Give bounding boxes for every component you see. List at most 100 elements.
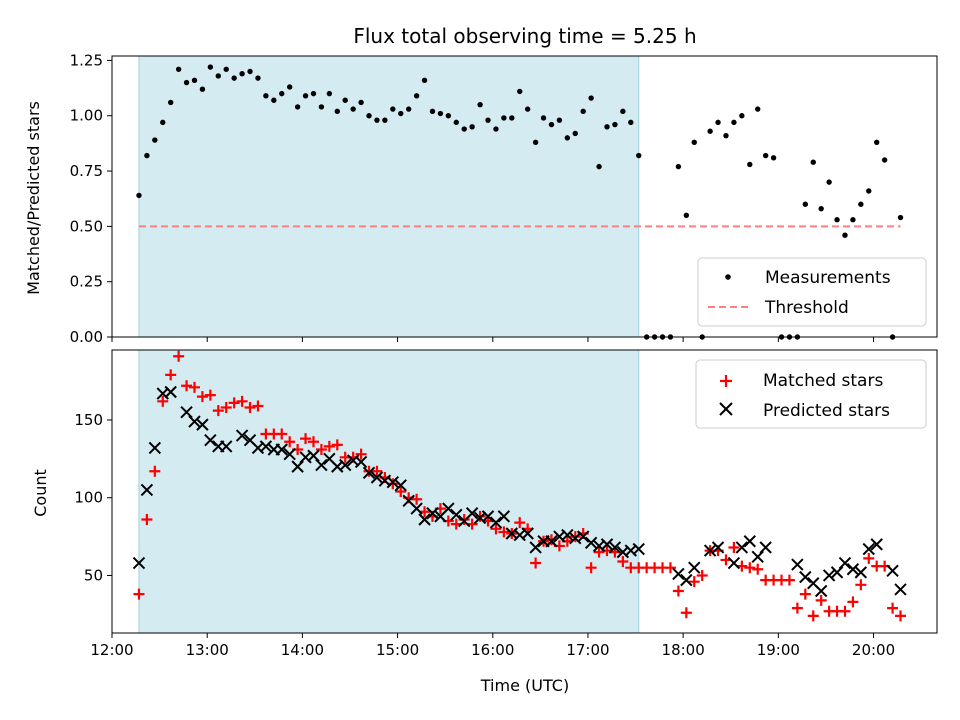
measurement-point bbox=[501, 115, 507, 121]
measurement-point bbox=[207, 64, 214, 70]
bottom-y-axis-label: Count bbox=[31, 469, 50, 517]
measurement-point bbox=[897, 214, 904, 221]
measurement-point bbox=[540, 115, 547, 121]
matched-star-point bbox=[895, 610, 907, 622]
measurement-point bbox=[691, 139, 697, 145]
measurement-point bbox=[231, 75, 237, 81]
matched-star-point bbox=[196, 391, 208, 403]
matched-star-point bbox=[887, 602, 899, 614]
measurement-point bbox=[604, 124, 610, 130]
measurement-point bbox=[762, 152, 769, 159]
measurement-point bbox=[596, 163, 602, 170]
matched-star-point bbox=[855, 579, 867, 591]
predicted-star-point bbox=[600, 538, 614, 551]
measurement-point bbox=[485, 117, 491, 123]
predicted-star-point bbox=[886, 564, 899, 578]
predicted-star-point bbox=[140, 483, 154, 497]
legend-matched-marker bbox=[720, 375, 732, 387]
measurement-point bbox=[874, 139, 880, 145]
measurement-point bbox=[755, 106, 761, 112]
measurement-point bbox=[731, 119, 737, 126]
matched-star-point bbox=[323, 440, 335, 452]
measurement-point bbox=[445, 113, 452, 119]
measurement-point bbox=[199, 86, 206, 92]
bottom-legend-box bbox=[695, 359, 927, 429]
measurement-point bbox=[136, 192, 142, 199]
chart-title: Flux total observing time = 5.25 h bbox=[353, 24, 696, 48]
measurement-point bbox=[144, 152, 150, 159]
measurement-point bbox=[374, 117, 380, 123]
measurement-point bbox=[556, 117, 563, 123]
predicted-star-point bbox=[386, 475, 400, 489]
measurement-point bbox=[826, 179, 832, 185]
top-x-ticks bbox=[111, 337, 875, 342]
x-tick-label: 17:00 bbox=[566, 641, 609, 659]
predicted-star-point bbox=[894, 583, 907, 596]
measurement-point bbox=[628, 119, 634, 126]
predicted-star-point bbox=[235, 429, 249, 442]
predicted-star-point bbox=[315, 458, 328, 472]
measurement-point bbox=[358, 99, 364, 106]
x-tick-label: 13:00 bbox=[186, 641, 229, 659]
x-axis-label: Time (UTC) bbox=[480, 676, 569, 695]
measurement-point bbox=[469, 124, 475, 130]
measurement-point bbox=[326, 90, 333, 97]
matched-star-point bbox=[863, 552, 875, 564]
predicted-star-point bbox=[394, 479, 407, 492]
predicted-star-point bbox=[862, 542, 875, 556]
bottom-axes-frame bbox=[111, 349, 938, 634]
y-tick-label: 0.75 bbox=[70, 162, 103, 180]
measurement-point bbox=[461, 126, 467, 132]
predicted-star-point bbox=[838, 556, 852, 570]
predicted-star-point bbox=[275, 443, 288, 456]
measurement-point bbox=[834, 217, 840, 223]
measurement-point bbox=[342, 97, 348, 103]
legend-measurements-marker bbox=[725, 274, 731, 280]
predicted-star-point bbox=[410, 502, 423, 515]
matched-star-point bbox=[173, 350, 185, 362]
matched-star-point bbox=[514, 517, 526, 529]
matched-star-point bbox=[189, 381, 200, 393]
measurement-point bbox=[294, 104, 301, 110]
measurement-point bbox=[175, 66, 182, 72]
measurement-point bbox=[866, 188, 872, 194]
measurement-point bbox=[636, 152, 642, 159]
measurement-point bbox=[405, 106, 412, 112]
measurement-point bbox=[350, 106, 356, 112]
predicted-star-point bbox=[703, 544, 717, 557]
matched-star-point bbox=[244, 402, 256, 414]
measurement-point bbox=[707, 128, 713, 134]
measurement-point bbox=[802, 201, 809, 207]
measurement-point bbox=[168, 99, 174, 106]
x-tick-label: 20:00 bbox=[852, 641, 895, 659]
legend-predicted-label: Predicted stars bbox=[763, 401, 890, 421]
measurement-point bbox=[271, 97, 277, 103]
bottom-legend: Matched stars Predicted stars bbox=[695, 359, 927, 429]
matched-star-point bbox=[395, 486, 407, 497]
matched-star-point bbox=[498, 526, 510, 538]
predicted-star-point bbox=[814, 584, 828, 598]
predicted-star-point bbox=[489, 516, 503, 529]
matched-star-point bbox=[371, 465, 383, 477]
top-legend-box bbox=[697, 257, 927, 327]
matched-star-point bbox=[204, 389, 216, 401]
predicted-star-point bbox=[220, 440, 233, 453]
matched-star-point bbox=[688, 576, 700, 588]
matched-star-point bbox=[355, 448, 367, 460]
x-tick-label: 18:00 bbox=[662, 641, 705, 659]
matched-star-point bbox=[680, 607, 692, 619]
measurement-point bbox=[421, 77, 428, 84]
predicted-star-point bbox=[680, 573, 693, 587]
measurement-point bbox=[493, 126, 499, 132]
y-tick-label: 0.00 bbox=[70, 328, 103, 346]
measurement-point bbox=[564, 135, 571, 141]
predicted-star-point bbox=[584, 536, 598, 550]
matched-star-point bbox=[315, 444, 327, 456]
matched-star-point bbox=[411, 493, 423, 505]
x-tick-label: 12:00 bbox=[90, 641, 133, 659]
predicted-star-point bbox=[204, 433, 217, 447]
predicted-star-point bbox=[339, 458, 352, 472]
predicted-star-point bbox=[822, 569, 836, 582]
legend-threshold-label: Threshold bbox=[764, 298, 849, 318]
measurement-point bbox=[770, 155, 777, 161]
